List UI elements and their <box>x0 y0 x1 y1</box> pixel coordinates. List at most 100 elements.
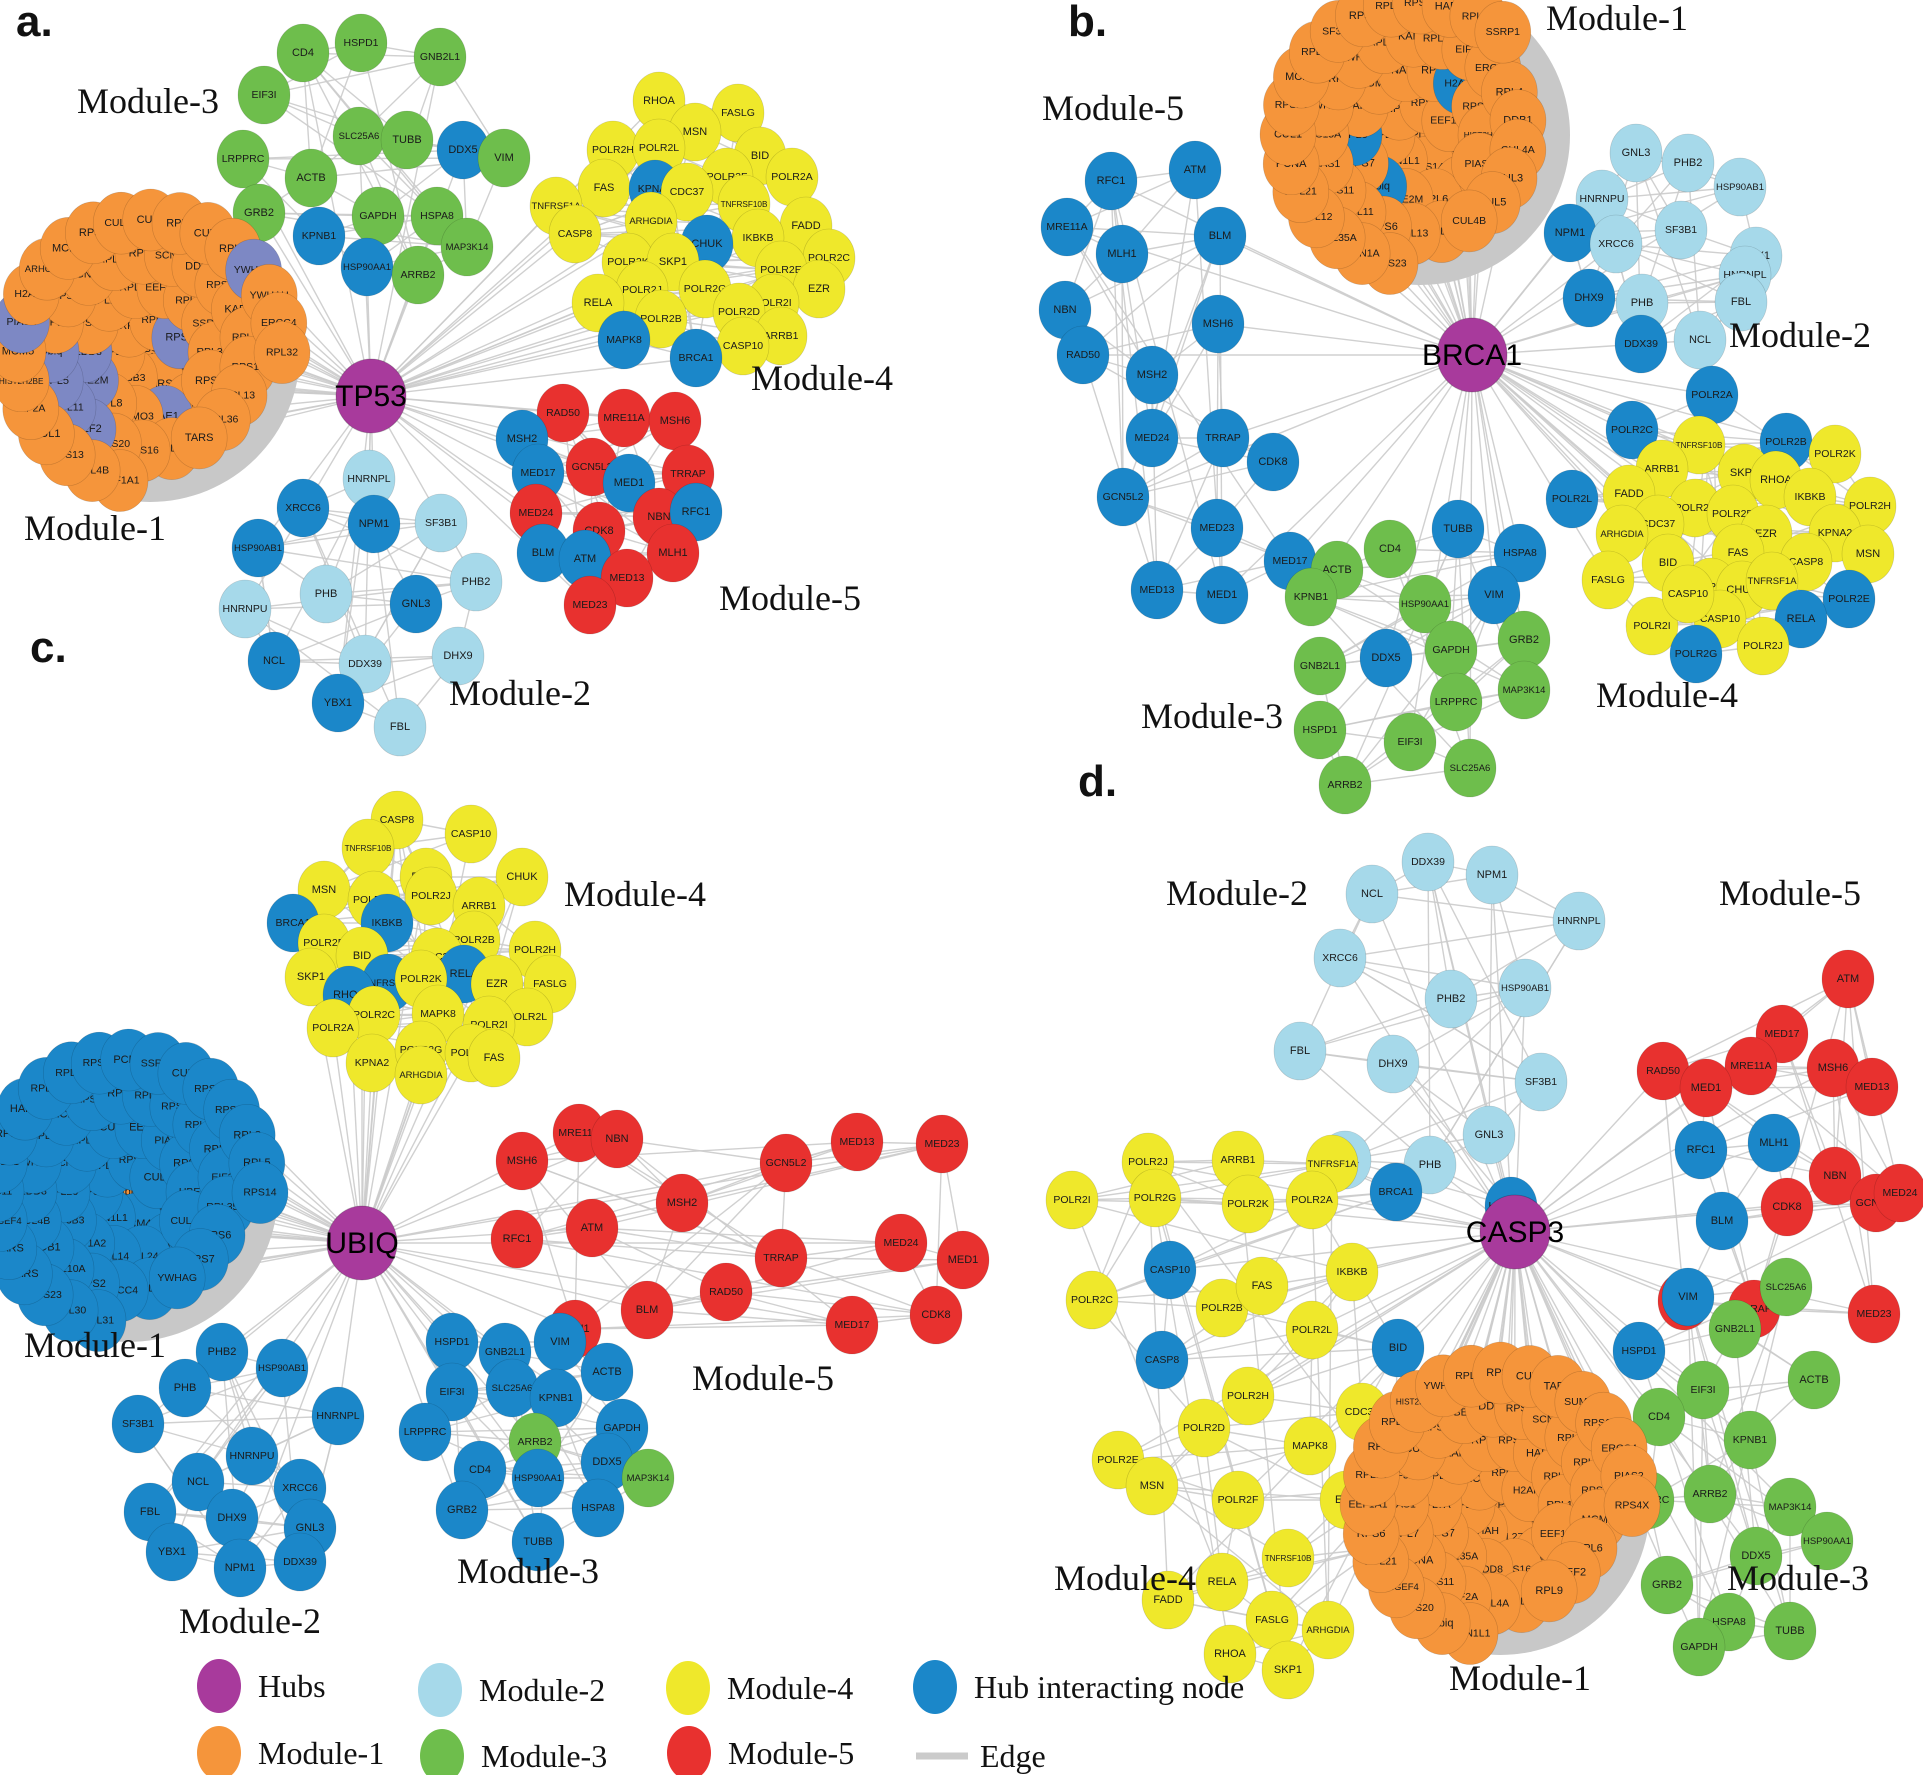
panel-d: DDX39 NPM1 NCL HNRNPL XRCC6 PHB2 HSP90AB1 FBL DH… <box>1045 757 1923 1700</box>
node-MRE11A: MRE11A <box>1040 197 1094 257</box>
node-label: LRPPRC <box>404 1426 447 1438</box>
node-label: FAS <box>1252 1280 1273 1292</box>
node-label: LRPPRC <box>222 153 265 165</box>
node-label: HSP90AB1 <box>258 1363 306 1374</box>
node-MLH1: MLH1 <box>646 523 700 583</box>
node-label: VIM <box>1678 1291 1698 1303</box>
node-label: CASP8 <box>1789 556 1824 568</box>
nodes: RFC1 ATM MRE11A MLH1 BLM NBN RAD50 MSH2 MSH6 MED2… <box>1038 0 1897 815</box>
node-label: RFC1 <box>503 1233 532 1245</box>
node-label: XRCC6 <box>1322 952 1358 964</box>
panel-letter: a. <box>16 0 53 46</box>
node-label: FAS <box>1728 547 1749 559</box>
node-label: MSH2 <box>507 433 538 445</box>
nodes: DDX39 NPM1 NCL HNRNPL XRCC6 PHB2 HSP90AB1 FBL DH… <box>1045 832 1923 1700</box>
node-label: FBL <box>1731 296 1751 308</box>
module-label-Module-2: Module-2 <box>1166 873 1308 913</box>
hub-TP53: TP53 <box>335 358 407 434</box>
node-label: DHX9 <box>443 650 472 662</box>
node-label: MED13 <box>1854 1081 1889 1093</box>
panel-letter: b. <box>1068 0 1107 46</box>
node-label: MED23 <box>1199 522 1234 534</box>
node-POLR2K: POLR2K <box>1808 424 1862 484</box>
node-label: MSN <box>312 884 337 896</box>
node-label: POLR2K <box>1814 448 1855 460</box>
node-label: POLR2A <box>771 171 812 183</box>
node-label: EZR <box>1755 528 1777 540</box>
node-label: HSPA8 <box>420 210 454 222</box>
node-DDX5: DDX5 <box>436 120 490 180</box>
node-ACTB: ACTB <box>580 1342 634 1402</box>
node-label: PHB2 <box>1674 157 1703 169</box>
node-label: ARRB2 <box>517 1436 552 1448</box>
node-RELA: RELA <box>1195 1552 1249 1612</box>
node-label: MED24 <box>518 507 553 519</box>
node-HSP90AA1: HSP90AA1 <box>511 1448 565 1508</box>
node-label: NPM1 <box>225 1562 256 1574</box>
node-PHB2: PHB2 <box>449 552 503 612</box>
node-BLM: BLM <box>1193 206 1247 266</box>
node-GNL3: GNL3 <box>389 574 443 634</box>
node-label: POLR2F <box>1675 502 1716 514</box>
node-label: TUBB <box>523 1536 552 1548</box>
node-MLH1: MLH1 <box>1095 224 1149 284</box>
node-RFC1: RFC1 <box>490 1209 544 1269</box>
node-RAD50: RAD50 <box>1056 325 1110 385</box>
node-label: KPNA2 <box>355 1057 390 1069</box>
node-label: MED24 <box>1134 432 1169 444</box>
node-label: POLR2G <box>1675 648 1718 660</box>
node-CASP10: CASP10 <box>716 316 770 376</box>
node-DDX5: DDX5 <box>1359 628 1413 688</box>
node-label: FADD <box>1614 488 1643 500</box>
node-label: RPS4X <box>1615 1500 1649 1512</box>
node-NPM1: NPM1 <box>347 494 401 554</box>
node-label: FAS <box>594 182 615 194</box>
node-label: MSH6 <box>660 415 691 427</box>
node-label: YWHAG <box>157 1272 197 1284</box>
node-label: POLR2H <box>592 144 634 156</box>
node-label: RFC1 <box>1097 175 1126 187</box>
node-label: ATM <box>1837 973 1859 985</box>
node-ATM: ATM <box>1168 140 1222 200</box>
node-DDX39: DDX39 <box>1614 314 1668 374</box>
node-BLM: BLM <box>1695 1191 1749 1251</box>
node-label: GAPDH <box>603 1422 640 1434</box>
node-DDX39: DDX39 <box>1401 832 1455 892</box>
node-label: CHUK <box>506 871 538 883</box>
panel-b: RFC1 ATM MRE11A MLH1 BLM NBN RAD50 MSH2 MSH6 MED2… <box>1038 0 1897 815</box>
panel-a: CD4 HSPD1 GNB2L1 EIF3I SLC25A6 TUBB DDX5 VIM LRP… <box>0 0 893 757</box>
node-label: ATM <box>581 1222 603 1234</box>
hub-label: TP53 <box>335 380 407 413</box>
node-RHOA: RHOA <box>632 71 686 131</box>
node-MED24: MED24 <box>1125 408 1179 468</box>
node-label: ACTB <box>1322 564 1351 576</box>
node-label: CUL4B <box>1452 215 1486 227</box>
node-label: PHB2 <box>462 576 491 588</box>
labels: Module-2 Module-5 Module-4 Module-3 Module-1 <box>1054 873 1869 1698</box>
legend-item-label: Module-3 <box>481 1738 607 1774</box>
node-label: CDC37 <box>1641 518 1676 530</box>
node-label: POLR2E <box>1828 593 1869 605</box>
node-MSH2: MSH2 <box>1125 345 1179 405</box>
node-MAPK8: MAPK8 <box>597 310 651 370</box>
node-label: MED24 <box>1882 1187 1917 1199</box>
node-label: TNFRSF10B <box>721 200 768 209</box>
node-HSP90AB1: HSP90AB1 <box>255 1338 309 1398</box>
node-CD4: CD4 <box>276 23 330 83</box>
node-HSP90AB1: HSP90AB1 <box>231 518 285 578</box>
node-label: DDX39 <box>1411 856 1445 868</box>
module-label-Module-5: Module-5 <box>692 1358 834 1398</box>
node-label: MAP3K14 <box>1503 685 1546 696</box>
node-label: POLR2B <box>640 313 681 325</box>
node-label: POLR2E <box>303 937 344 949</box>
labels: Module-5 Module-1 Module-2 Module-4 Module-3 <box>1042 0 1871 736</box>
node-RPL9: RPL9 <box>1520 1559 1578 1623</box>
node-label: POLR2J <box>1743 640 1783 652</box>
node-MAP3K14: MAP3K14 <box>621 1448 675 1508</box>
node-label: SLC25A6 <box>492 1383 533 1394</box>
node-POLR2A: POLR2A <box>1285 1170 1339 1230</box>
node-label: POLR2H <box>1849 500 1891 512</box>
node-DHX9: DHX9 <box>1562 268 1616 328</box>
node-XRCC6: XRCC6 <box>276 478 330 538</box>
node-label: NPM1 <box>1477 869 1508 881</box>
